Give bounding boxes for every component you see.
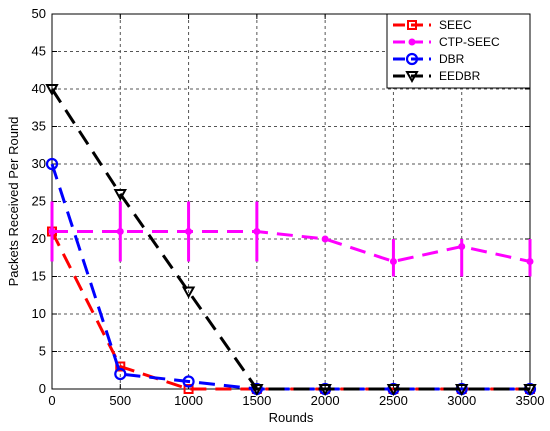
data-point-eedbr	[318, 384, 332, 397]
x-tick-label: 2000	[311, 393, 340, 408]
y-tick-label: 15	[32, 269, 46, 284]
legend-label-seec: SEEC	[439, 18, 472, 32]
data-point-eedbr	[455, 384, 469, 397]
y-tick-label: 30	[32, 156, 46, 171]
legend-marker-ctp-seec	[408, 38, 416, 46]
x-tick-label: 0	[48, 393, 55, 408]
data-point-ctp-seec	[458, 243, 466, 250]
x-tick-label: 2500	[379, 393, 408, 408]
series-ctp-seec	[48, 201, 534, 277]
data-point-eedbr	[523, 384, 537, 397]
x-tick-label: 1500	[242, 393, 271, 408]
legend: SEEC CTP-SEEC DBR EEDBR	[386, 13, 531, 89]
x-tick-label: 3000	[447, 393, 476, 408]
x-axis-label: Rounds	[269, 410, 314, 425]
data-point-ctp-seec	[185, 228, 193, 235]
y-tick-label: 25	[32, 194, 46, 209]
data-point-seec	[183, 384, 194, 394]
series-group	[45, 84, 537, 397]
data-point-eedbr	[181, 286, 196, 299]
legend-marker-eedbr	[405, 71, 419, 84]
series-line-ctp-seec	[52, 230, 531, 264]
legend-label-eedbr: EEDBR	[439, 69, 481, 83]
data-point-dbr	[114, 367, 127, 381]
y-tick-label: 0	[39, 381, 46, 396]
y-tick-label: 10	[32, 306, 46, 321]
data-point-eedbr	[113, 189, 127, 202]
series-eedbr	[45, 84, 537, 397]
data-point-ctp-seec	[116, 228, 124, 235]
data-point-ctp-seec	[389, 258, 397, 265]
data-point-dbr	[45, 157, 59, 171]
y-tick-label: 50	[32, 6, 46, 21]
data-point-ctp-seec	[321, 235, 329, 243]
data-point-eedbr	[45, 84, 59, 97]
data-point-ctp-seec	[48, 228, 56, 235]
y-axis-label: Packets Received Per Round	[6, 117, 21, 287]
legend-label-ctp-seec: CTP-SEEC	[439, 35, 500, 49]
data-point-ctp-seec	[253, 228, 261, 235]
x-tick-label: 3500	[516, 393, 545, 408]
data-point-ctp-seec	[526, 258, 534, 265]
data-point-dbr	[182, 375, 195, 388]
y-tick-label: 20	[32, 231, 46, 246]
legend-label-dbr: DBR	[439, 52, 465, 66]
x-tick-label: 1000	[174, 393, 203, 408]
series-line-eedbr	[50, 88, 530, 391]
legend-box	[386, 13, 531, 89]
data-point-eedbr	[250, 384, 264, 397]
legend-marker-dbr	[405, 52, 419, 66]
y-tick-label: 40	[32, 81, 46, 96]
y-tick-label: 5	[39, 344, 46, 359]
legend-marker-seec	[407, 20, 417, 30]
x-tick-label: 500	[109, 393, 131, 408]
data-point-eedbr	[386, 384, 401, 397]
y-tick-label: 45	[32, 44, 46, 59]
y-tick-label: 35	[32, 119, 46, 134]
